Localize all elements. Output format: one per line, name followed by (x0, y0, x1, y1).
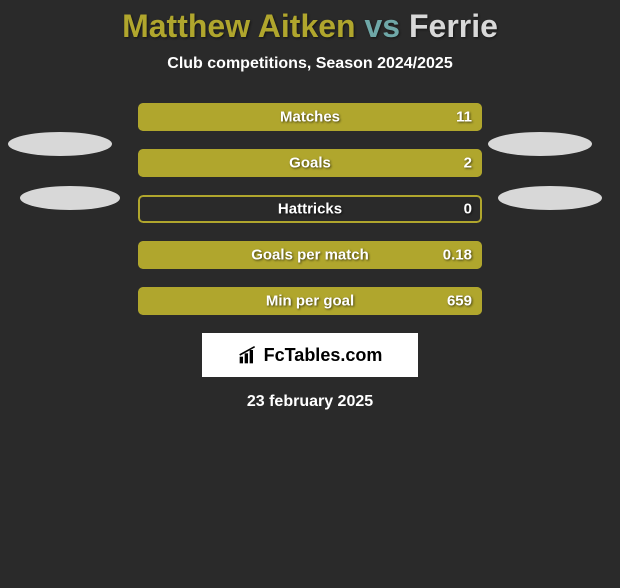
stat-label: Hattricks (278, 201, 342, 218)
date-text: 23 february 2025 (0, 393, 620, 411)
brand-text: FcTables.com (264, 345, 383, 366)
stat-label: Goals (289, 155, 331, 172)
bar-chart-icon (238, 345, 258, 365)
decorative-ellipse-left-top (8, 132, 112, 156)
stat-row: Matches 11 (138, 103, 482, 131)
stat-label: Min per goal (266, 293, 354, 310)
stat-value: 659 (447, 293, 472, 310)
subtitle: Club competitions, Season 2024/2025 (0, 55, 620, 73)
brand-badge: FcTables.com (202, 333, 418, 377)
player1-name: Matthew Aitken (122, 8, 356, 44)
stat-value: 0 (464, 201, 472, 218)
stat-value: 0.18 (443, 247, 472, 264)
vs-text: vs (364, 8, 400, 44)
stat-label: Goals per match (251, 247, 369, 264)
decorative-ellipse-right-top (488, 132, 592, 156)
stat-label: Matches (280, 109, 340, 126)
stat-value: 2 (464, 155, 472, 172)
stat-value: 11 (456, 109, 472, 126)
stat-row: Goals per match 0.18 (138, 241, 482, 269)
decorative-ellipse-right-mid (498, 186, 602, 210)
comparison-title: Matthew Aitken vs Ferrie (0, 8, 620, 45)
decorative-ellipse-left-mid (20, 186, 120, 210)
stat-row: Hattricks 0 (138, 195, 482, 223)
stat-row: Min per goal 659 (138, 287, 482, 315)
stats-chart: Matches 11 Goals 2 Hattricks 0 Goals per match… (138, 103, 482, 315)
stat-row: Goals 2 (138, 149, 482, 177)
player2-name: Ferrie (409, 8, 498, 44)
